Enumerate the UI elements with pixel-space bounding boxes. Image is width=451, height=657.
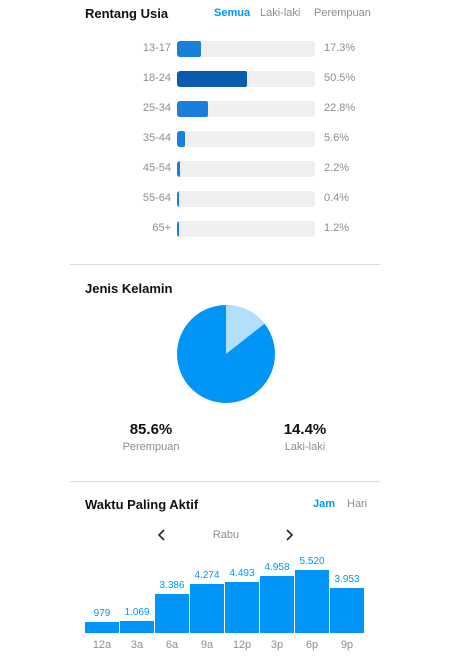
- age-row-track: [177, 131, 315, 147]
- chevron-right-icon[interactable]: [283, 528, 295, 542]
- age-row-label: 55-64: [142, 192, 171, 204]
- hour-tick-label: 9a: [200, 639, 214, 651]
- hour-bar[interactable]: [330, 588, 364, 633]
- hour-bar[interactable]: [190, 584, 224, 633]
- age-row-percent: 0.4%: [324, 192, 350, 204]
- hour-bar[interactable]: [85, 622, 119, 633]
- hour-bar-value: 3.386: [159, 580, 185, 591]
- hour-tick-label: 6p: [305, 639, 319, 651]
- hour-bar-value: 4.493: [229, 568, 255, 579]
- active-section-title: Waktu Paling Aktif: [85, 497, 199, 512]
- age-row-track: [177, 191, 315, 207]
- tab-laki-laki[interactable]: Laki-laki: [260, 7, 301, 19]
- divider: [70, 264, 380, 265]
- hour-bar[interactable]: [295, 570, 329, 633]
- age-row-bar: [177, 101, 208, 117]
- hour-tick-label: 3a: [130, 639, 144, 651]
- hour-bar-value: 979: [93, 608, 111, 619]
- male-percentage: 14.4%: [283, 421, 327, 438]
- age-row-label: 45-54: [142, 162, 171, 174]
- age-row-label: 13-17: [142, 42, 171, 54]
- gender-pie-chart: [177, 305, 275, 403]
- divider: [70, 481, 380, 482]
- age-row-track: [177, 41, 315, 57]
- age-row-track: [177, 161, 315, 177]
- tab-perempuan[interactable]: Perempuan: [314, 7, 371, 19]
- hour-bar[interactable]: [260, 576, 294, 633]
- tab-hari[interactable]: Hari: [347, 498, 368, 510]
- age-row-percent: 1.2%: [324, 222, 350, 234]
- day-label: Rabu: [212, 529, 240, 541]
- age-row-bar: [177, 131, 185, 147]
- age-row-track: [177, 71, 315, 87]
- hour-tick-label: 12p: [232, 639, 252, 651]
- age-row-percent: 17.3%: [324, 42, 356, 54]
- age-row-bar: [177, 71, 247, 87]
- age-row-percent: 22.8%: [324, 102, 356, 114]
- hour-tick-label: 12a: [92, 639, 112, 651]
- age-row-percent: 50.5%: [324, 72, 356, 84]
- chevron-left-icon[interactable]: [156, 528, 168, 542]
- hour-bar[interactable]: [155, 594, 189, 633]
- hour-bar-value: 4.958: [264, 562, 290, 573]
- hour-bar-value: 5.520: [299, 556, 325, 567]
- male-label: Laki-laki: [284, 441, 326, 453]
- hour-tick-label: 3p: [270, 639, 284, 651]
- age-row-label: 65+: [152, 222, 171, 234]
- hour-bar[interactable]: [120, 621, 154, 633]
- hour-bar[interactable]: [225, 582, 259, 633]
- hour-tick-label: 9p: [340, 639, 354, 651]
- tab-semua[interactable]: Semua: [214, 7, 251, 19]
- hour-bar-value: 4.274: [194, 570, 220, 581]
- female-percentage: 85.6%: [129, 421, 173, 438]
- age-row-bar: [177, 221, 179, 237]
- age-row-percent: 2.2%: [324, 162, 350, 174]
- tab-jam[interactable]: Jam: [313, 498, 336, 510]
- age-row-bar: [177, 41, 201, 57]
- hour-tick-label: 6a: [165, 639, 179, 651]
- age-row-label: 25-34: [142, 102, 171, 114]
- age-section-title: Rentang Usia: [85, 6, 169, 21]
- age-row-track: [177, 221, 315, 237]
- hour-bar-value: 1.069: [124, 607, 150, 618]
- pie-slice-male: [226, 305, 265, 354]
- age-row-percent: 5.6%: [324, 132, 350, 144]
- age-row-track: [177, 101, 315, 117]
- age-row-bar: [177, 191, 179, 207]
- gender-section-title: Jenis Kelamin: [85, 281, 173, 296]
- female-label: Perempuan: [122, 441, 180, 453]
- age-row-label: 35-44: [142, 132, 171, 144]
- hour-bar-value: 3.953: [334, 574, 360, 585]
- age-row-label: 18-24: [142, 72, 171, 84]
- age-row-bar: [177, 161, 180, 177]
